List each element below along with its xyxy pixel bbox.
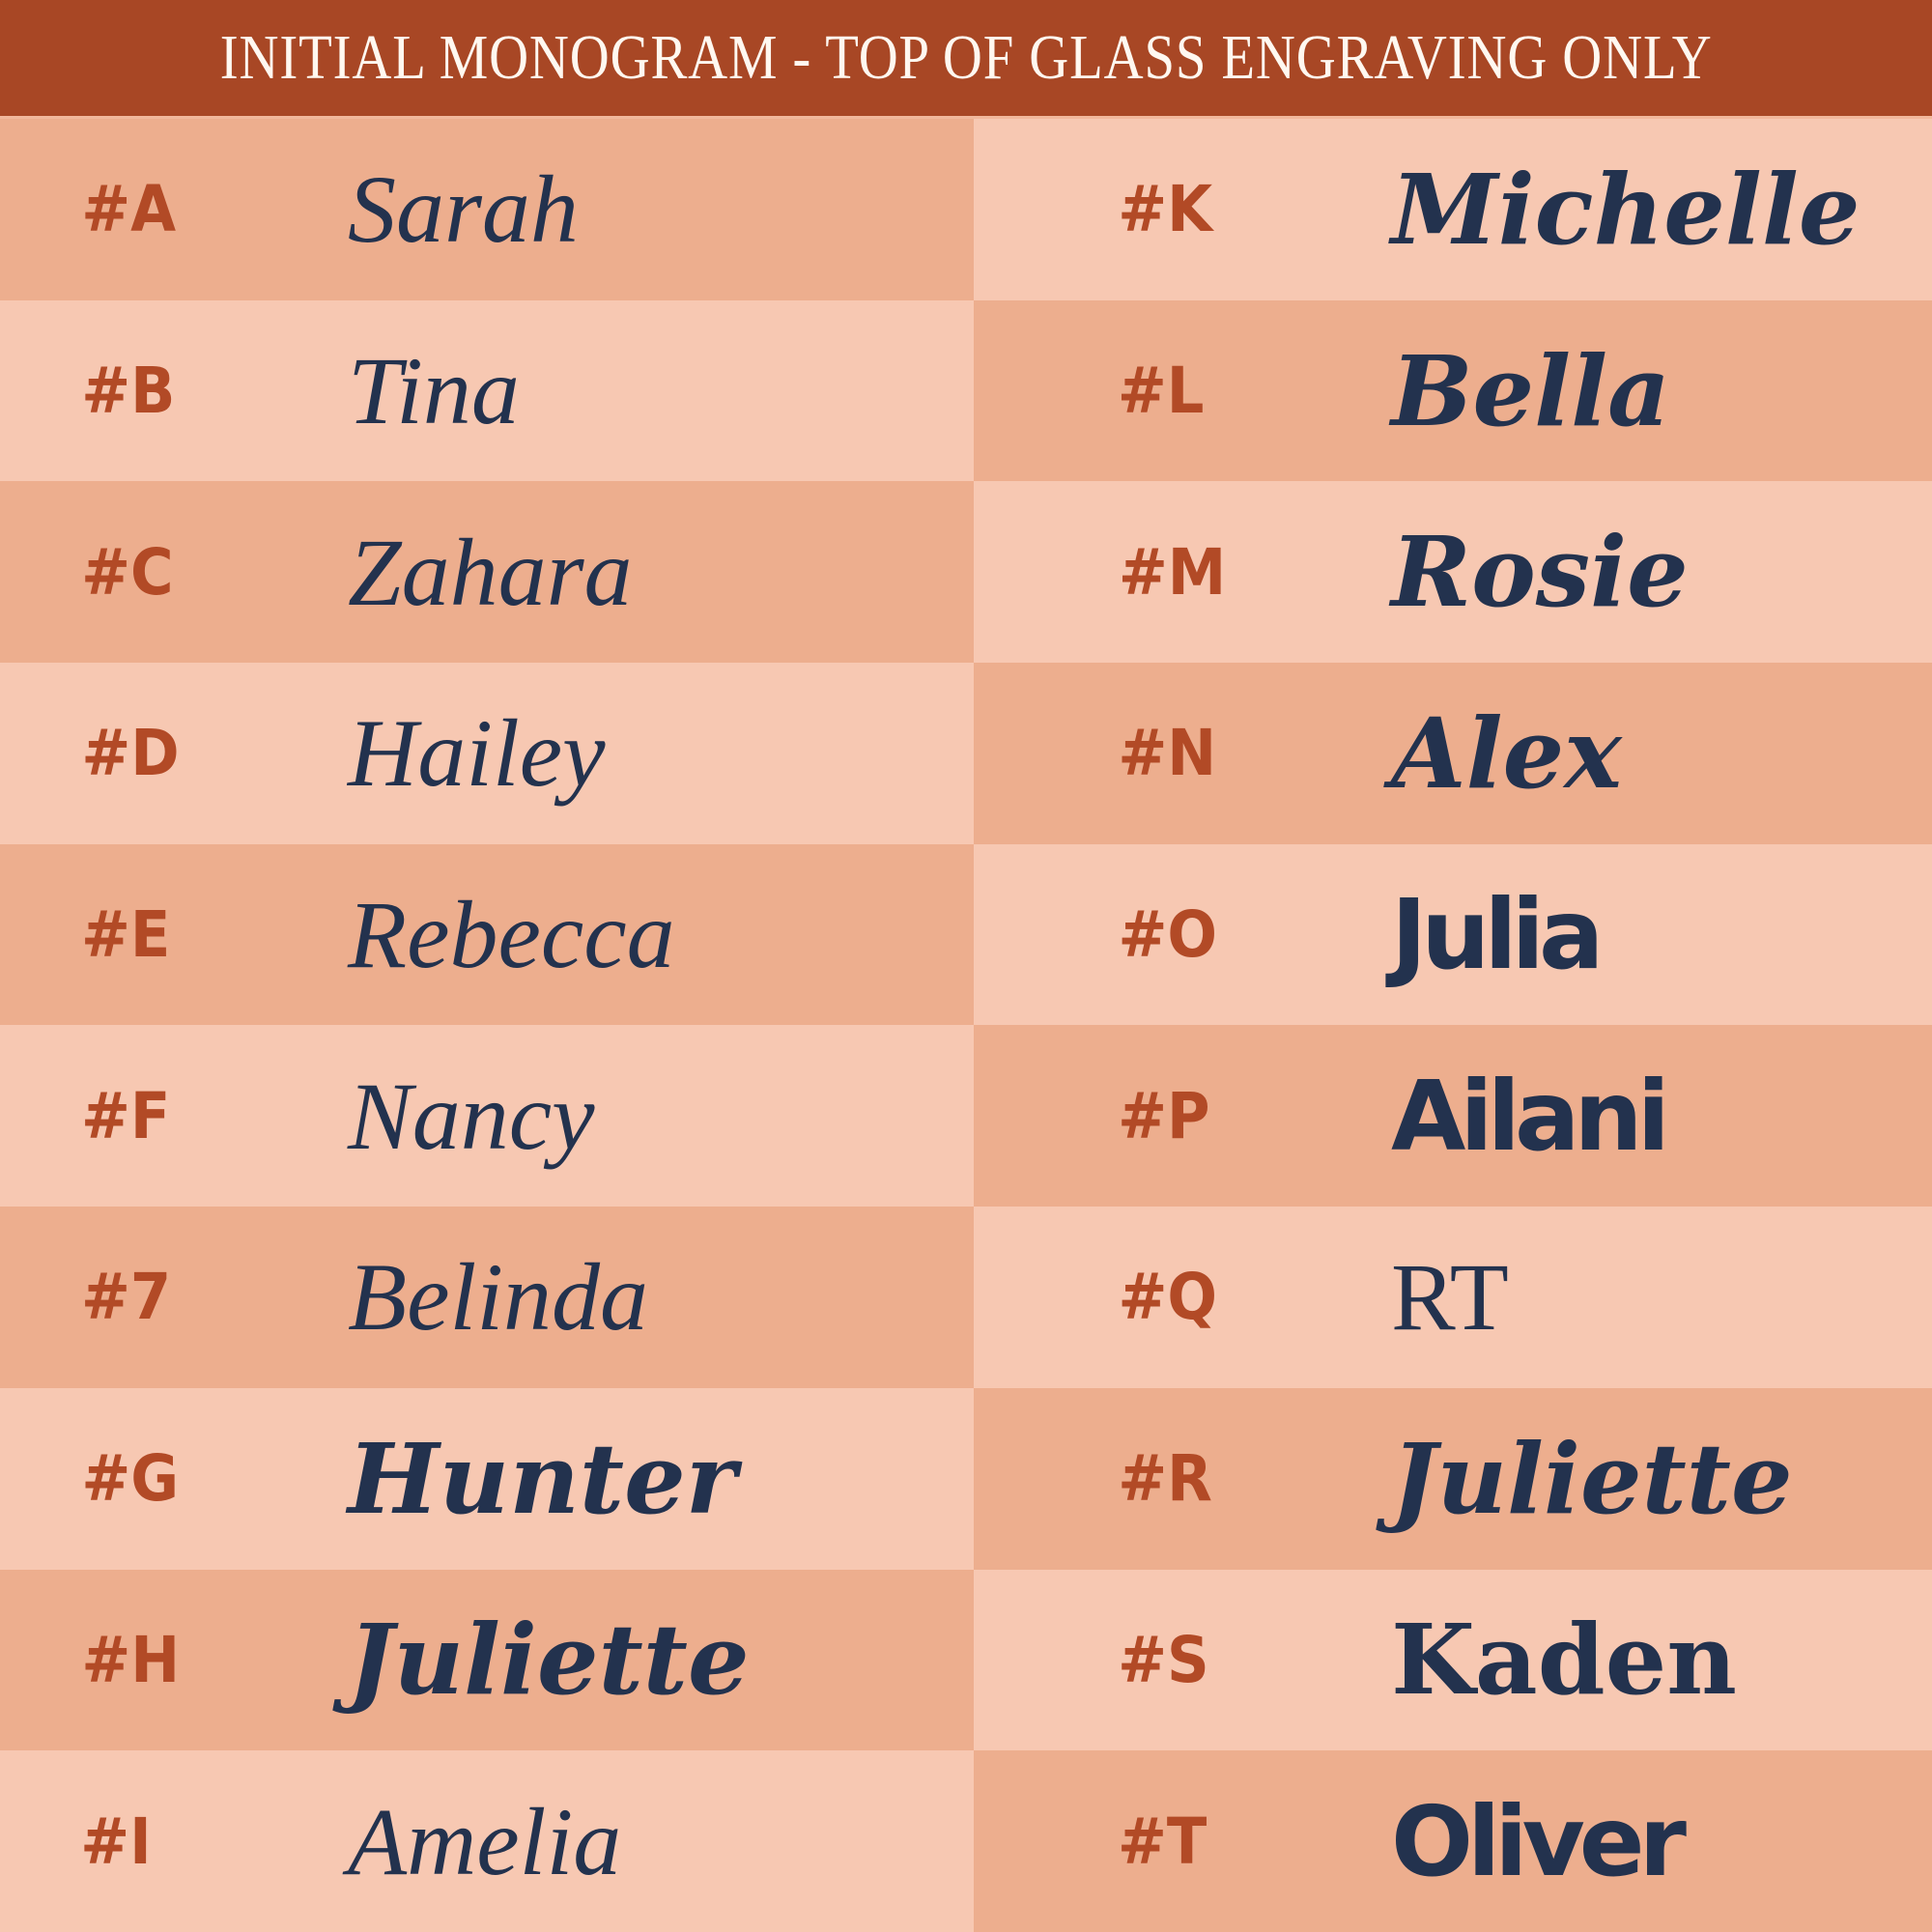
option-name-sample: Michelle xyxy=(1391,152,1861,267)
option-row: #E Rebecca xyxy=(0,843,974,1026)
option-row: #T Oliver xyxy=(974,1750,1932,1932)
option-code: #I xyxy=(80,1804,152,1879)
option-row: #P Ailani xyxy=(974,1025,1932,1208)
option-name-sample: Hunter xyxy=(348,1421,737,1536)
option-code: #G xyxy=(81,1441,180,1517)
option-name-sample: Rebecca xyxy=(348,881,675,989)
option-code: #7 xyxy=(81,1260,172,1335)
option-row: #M Rosie xyxy=(974,481,1932,664)
option-name-sample: Hailey xyxy=(348,699,606,808)
option-row: #S Kaden xyxy=(974,1569,1932,1751)
option-name-sample: Zahara xyxy=(348,518,633,626)
option-name-sample: Sarah xyxy=(348,156,579,264)
right-column: #K Michelle #L Bella #M Rosie #N Alex #O Julia #P A… xyxy=(974,119,1932,1932)
option-name-sample: Julia xyxy=(1391,878,1604,992)
option-name-sample: Nancy xyxy=(348,1062,595,1170)
option-code: #N xyxy=(1118,716,1217,791)
option-name-sample: Juliette xyxy=(1391,1421,1793,1536)
option-code: #L xyxy=(1117,354,1205,429)
option-name-sample: Ailani xyxy=(1391,1059,1670,1173)
option-name-sample: Tina xyxy=(348,337,520,445)
option-name-sample: Rosie xyxy=(1391,515,1689,630)
option-code: #P xyxy=(1118,1078,1210,1153)
left-column: #A Sarah #B Tina #C Zahara #D Hailey #E Rebecca #F… xyxy=(0,119,974,1932)
page-title: INITIAL MONOGRAM - TOP OF GLASS ENGRAVIN… xyxy=(219,22,1713,93)
option-code: #B xyxy=(81,354,176,429)
option-code: #D xyxy=(81,716,180,791)
option-row: #F Nancy xyxy=(0,1025,974,1208)
option-row: #O Julia xyxy=(974,843,1932,1026)
option-code: #Q xyxy=(1118,1260,1217,1335)
option-code: #K xyxy=(1118,172,1213,247)
option-code: #H xyxy=(81,1622,181,1697)
option-row: #D Hailey xyxy=(0,663,974,844)
option-code: #C xyxy=(81,534,174,610)
option-name-sample: Bella xyxy=(1391,333,1670,448)
option-code: #T xyxy=(1118,1804,1208,1879)
option-row: #C Zahara xyxy=(0,481,974,664)
option-row: #H Juliette xyxy=(0,1569,974,1751)
option-row: #G Hunter xyxy=(0,1387,974,1570)
option-name-sample: Belinda xyxy=(348,1243,649,1351)
option-code: #O xyxy=(1118,897,1217,973)
option-code: #F xyxy=(81,1078,171,1153)
option-code: #M xyxy=(1118,534,1227,610)
option-row: #7 Belinda xyxy=(0,1207,974,1388)
option-code: #E xyxy=(81,897,171,973)
option-row: #A Sarah xyxy=(0,119,974,300)
option-name-sample: Kaden xyxy=(1391,1603,1737,1718)
option-row: #B Tina xyxy=(0,299,974,482)
option-code: #R xyxy=(1118,1441,1212,1517)
option-row: #Q RT xyxy=(974,1207,1932,1388)
option-row: #N Alex xyxy=(974,663,1932,844)
option-code: #A xyxy=(81,172,177,247)
option-row: #L Bella xyxy=(974,299,1932,482)
option-name-sample: Alex xyxy=(1391,696,1622,810)
option-name-sample: Amelia xyxy=(348,1787,622,1895)
option-name-sample: RT xyxy=(1391,1243,1509,1351)
option-row: #R Juliette xyxy=(974,1387,1932,1570)
option-name-sample: Juliette xyxy=(348,1603,750,1718)
option-row: #K Michelle xyxy=(974,119,1932,300)
header-banner: INITIAL MONOGRAM - TOP OF GLASS ENGRAVIN… xyxy=(0,0,1932,119)
option-code: #S xyxy=(1118,1622,1209,1697)
option-row: #I Amelia xyxy=(0,1750,974,1932)
option-name-sample: Oliver xyxy=(1391,1784,1687,1898)
